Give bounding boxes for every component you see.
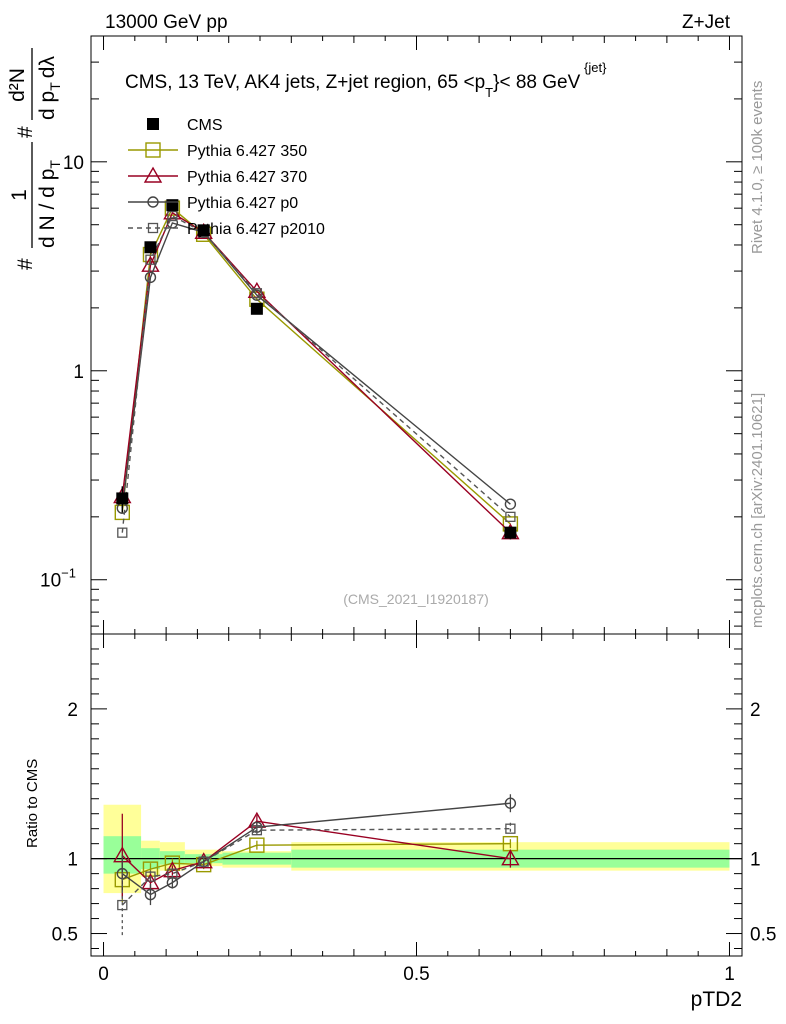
x-tick-label-0: 0: [98, 964, 109, 985]
ratio-point-p0-5: [504, 797, 517, 809]
ylabel-den-sub: T: [47, 160, 63, 169]
cms-point-5: [504, 526, 517, 539]
cms-point-0: [116, 492, 129, 505]
ratio-tick-label-left-1: 1: [67, 850, 78, 871]
main-line-p370: [121, 211, 511, 534]
cms-point-1: [144, 241, 157, 254]
ratio-bands: [91, 804, 742, 894]
y-tick-label-2: 10: [63, 153, 84, 174]
legend-marker-p2010: [147, 222, 159, 234]
main-point-p0-1: [144, 271, 157, 284]
main-line-p2010: [121, 215, 511, 533]
legend-label-3: Pythia 6.427 p0: [187, 195, 298, 212]
ratio-tick-label-right-2: 2: [750, 700, 761, 721]
ratio-point-p2010-0: [117, 899, 128, 911]
plot-title-main: CMS, 13 TeV, AK4 jets, Z+jet region, 65 …: [125, 72, 485, 93]
ylabel-num2: d²N: [6, 68, 29, 102]
y-tick-exp-0: −1: [61, 566, 76, 581]
legend-marker-p350: [145, 142, 161, 158]
legend-label-2: Pythia 6.427 370: [187, 169, 307, 186]
main-ylabel: # 1 d N / d pT # d²N d pTdλ: [6, 48, 63, 270]
cms-point-2: [166, 199, 179, 212]
ylabel-den2-sub: T: [47, 82, 63, 91]
mcplots-label: mcplots.cern.ch [arXiv:2401.10621]: [749, 393, 766, 628]
x-tick-label-2: 1: [724, 964, 735, 985]
header-left: 13000 GeV pp: [105, 12, 228, 33]
ylabel-den: d N / d pT: [36, 160, 63, 248]
x-tick-label-1: 0.5: [403, 964, 429, 985]
plot-title-sub: T: [485, 85, 493, 100]
main-point-p2010-2: [167, 210, 178, 222]
ratio-point-p0-1: [144, 888, 157, 901]
ratio-panel-frame: [90, 633, 743, 957]
band-green-2: [159, 851, 185, 865]
ratio-point-p350-4: [249, 837, 265, 853]
ylabel-den2: d pTdλ: [36, 56, 63, 120]
header-right: Z+Jet: [682, 12, 731, 33]
ratio-point-p2010-1: [145, 871, 156, 882]
ratio-ylabel: Ratio to CMS: [24, 759, 41, 848]
cms-point-4: [250, 302, 263, 315]
ratio-tick-label-right-1: 1: [750, 850, 761, 871]
ratio-point-p370-5: [501, 849, 520, 866]
legend-label-0: CMS: [187, 117, 223, 134]
ratio-line-p0: [121, 802, 511, 896]
ratio-point-p2010-3: [198, 856, 209, 867]
y-tick-base-0: 10: [40, 571, 61, 592]
ratio-tick-label-left-2: 2: [67, 700, 78, 721]
cms-point-3: [197, 224, 210, 237]
main-point-p0-5: [504, 498, 517, 510]
main-point-p2010-1: [145, 254, 156, 265]
plot-title-sup: {jet}: [584, 60, 607, 75]
y-tick-label-0: 10−1: [40, 566, 76, 592]
rivet-label: Rivet 4.1.0, ≥ 100k events: [749, 81, 766, 254]
ylabel-den2-b: dλ: [36, 56, 59, 79]
legend-label-4: Pythia 6.427 p2010: [187, 221, 325, 238]
ratio-point-p2010-4: [251, 825, 263, 836]
ylabel-den-main: d N / d p: [36, 169, 59, 248]
legend-marker-cms: [147, 118, 159, 130]
ylabel-hash: #: [14, 258, 37, 270]
ylabel-num: 1: [8, 189, 31, 201]
main-point-p2010-0: [117, 527, 128, 538]
ratio-tick-label-right-0: 0.5: [750, 925, 776, 946]
main-point-p2010-5: [505, 511, 516, 522]
plot-title-end: }< 88 GeV: [493, 72, 580, 93]
main-point-p2010-4: [251, 288, 263, 299]
y-tick-label-1: 1: [73, 362, 84, 383]
ratio-point-p2010-2: [167, 868, 178, 879]
ratio-point-p2010-5: [505, 823, 516, 834]
ylabel-hash-2: #: [14, 126, 37, 138]
legend: CMS Pythia 6.427 350 Pythia 6.427 370 Pythi…: [128, 117, 325, 238]
plot-title: CMS, 13 TeV, AK4 jets, Z+jet region, 65 …: [125, 72, 581, 100]
ratio-tick-label-left-0: 0.5: [52, 925, 78, 946]
main-line-p350: [121, 207, 511, 525]
ratio-line-p2010: [121, 827, 511, 906]
main-point-p0-2: [166, 217, 179, 229]
x-axis-label: pTD2: [691, 988, 742, 1011]
ylabel-den2-a: d p: [36, 91, 59, 120]
legend-marker-p370: [143, 166, 163, 183]
legend-label-1: Pythia 6.427 350: [187, 143, 307, 160]
analysis-watermark: (CMS_2021_I1920187): [343, 591, 489, 607]
main-series: [113, 199, 520, 540]
legend-marker-p0: [147, 196, 159, 208]
ratio-series: [113, 794, 520, 939]
ratio-line-p350: [122, 842, 511, 881]
main-line-p0: [121, 222, 511, 509]
